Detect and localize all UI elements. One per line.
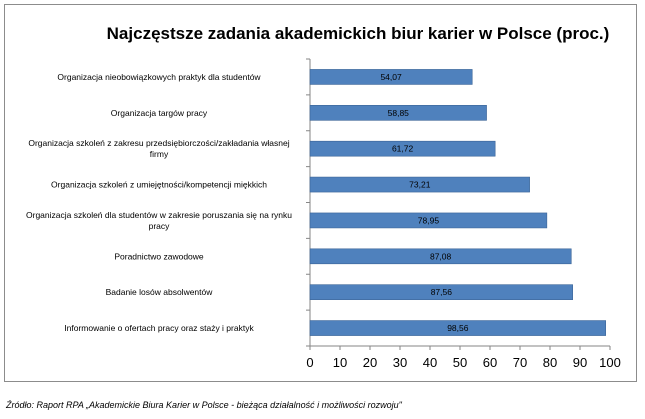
- category-label: Organizacja szkoleń z zakresu przedsiębi…: [28, 138, 289, 148]
- chart-frame: [4, 4, 637, 382]
- x-tick-label: 40: [423, 355, 437, 370]
- x-tick-label: 30: [393, 355, 407, 370]
- bar: [309, 212, 548, 229]
- data-label: 61,72: [392, 144, 414, 154]
- x-tick-label: 0: [306, 355, 313, 370]
- x-tick-label: 50: [453, 355, 467, 370]
- x-tick-label: 100: [599, 355, 621, 370]
- data-label: 87,08: [430, 251, 452, 261]
- category-label: Poradnictwo zawodowe: [114, 251, 204, 261]
- category-label: firmy: [150, 149, 169, 159]
- bar: [309, 176, 530, 193]
- data-label: 73,21: [409, 180, 431, 190]
- x-tick-label: 70: [513, 355, 527, 370]
- bar-chart: Najczęstsze zadania akademickich biur ka…: [26, 24, 621, 370]
- bar: [309, 105, 487, 121]
- category-label: Informowanie o ofertach pracy oraz staży…: [64, 323, 254, 333]
- source-note: Źródło: Raport RPA „Akademickie Biura Ka…: [6, 400, 402, 410]
- x-tick-label: 10: [333, 355, 347, 370]
- bar: [309, 284, 573, 300]
- category-label: Organizacja nieobowiązkowych praktyk dla…: [57, 72, 261, 82]
- bar: [309, 320, 606, 336]
- category-label: Organizacja szkoleń z umiejętności/kompe…: [51, 180, 267, 190]
- bar: [309, 69, 473, 85]
- plot-area: 0 10 20 30 40 50 60 70 80 90 100 54,07 Organizacja n…: [26, 58, 621, 370]
- x-tick-label: 20: [363, 355, 377, 370]
- x-tick-label: 60: [483, 355, 497, 370]
- data-label: 58,85: [388, 108, 410, 118]
- chart-title: Najczęstsze zadania akademickich biur ka…: [107, 24, 610, 43]
- x-tick-label: 90: [573, 355, 587, 370]
- category-label: Organizacja szkoleń dla studentów w zakr…: [26, 210, 292, 220]
- category-label: Badanie losów absolwentów: [106, 287, 214, 297]
- x-tick-label: 80: [543, 355, 557, 370]
- data-label: 78,95: [418, 215, 440, 225]
- data-label: 54,07: [380, 72, 402, 82]
- data-label: 87,56: [431, 287, 453, 297]
- category-label: Organizacja targów pracy: [111, 108, 208, 118]
- bar: [309, 140, 496, 157]
- data-label: 98,56: [447, 323, 469, 333]
- category-label: pracy: [149, 221, 171, 231]
- bar: [309, 248, 572, 265]
